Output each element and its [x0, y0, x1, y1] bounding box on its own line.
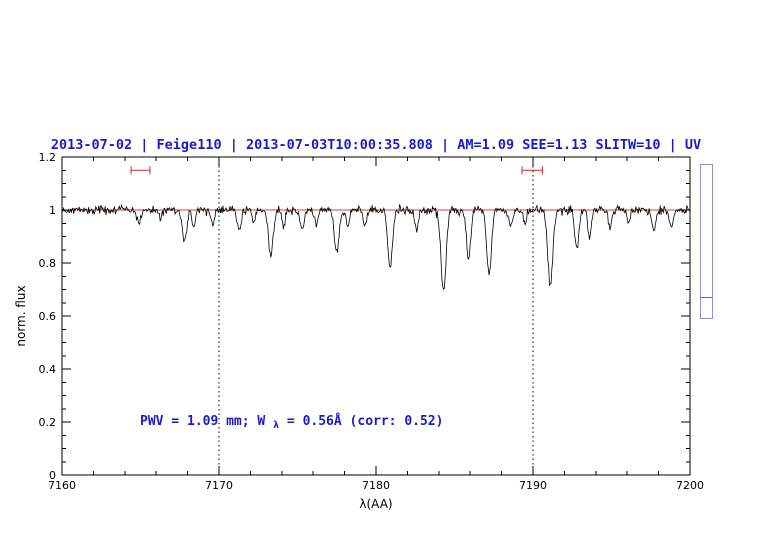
y-tick-label: 0 [49, 469, 56, 482]
y-tick-label: 1 [49, 204, 56, 217]
sidebar-gauge [700, 164, 713, 319]
x-tick-label: 7170 [205, 479, 233, 492]
y-tick-label: 1.2 [39, 151, 57, 164]
pwv-annotation: PWV = 1.09 mm; W λ = 0.56Å (corr: 0.52) [140, 413, 443, 432]
pwv-annotation-subscript: λ [273, 420, 279, 431]
spectrum-path [62, 203, 690, 290]
plot-title: 2013-07-02 | Feige110 | 2013-07-03T10:00… [51, 137, 701, 153]
y-axis-label: norm. flux [14, 285, 28, 346]
y-tick-label: 0.2 [39, 416, 57, 429]
y-tick-label: 0.6 [39, 310, 57, 323]
pwv-annotation-prefix: PWV = 1.09 mm; W [140, 414, 265, 429]
x-tick-label: 7160 [48, 479, 76, 492]
chart-layer: 7160 7170 7180 7190 7200 0 0.2 0.4 0.6 0.8 1 1.2 [39, 151, 713, 492]
x-axis-label: λ(AA) [359, 497, 392, 511]
x-tick-label: 7180 [362, 479, 390, 492]
x-tick-label: 7200 [676, 479, 704, 492]
x-tick-label: 7190 [519, 479, 547, 492]
pwv-annotation-suffix: = 0.56Å (corr: 0.52) [287, 413, 444, 429]
y-tick-label: 0.8 [39, 257, 57, 270]
y-tick-label: 0.4 [39, 363, 57, 376]
